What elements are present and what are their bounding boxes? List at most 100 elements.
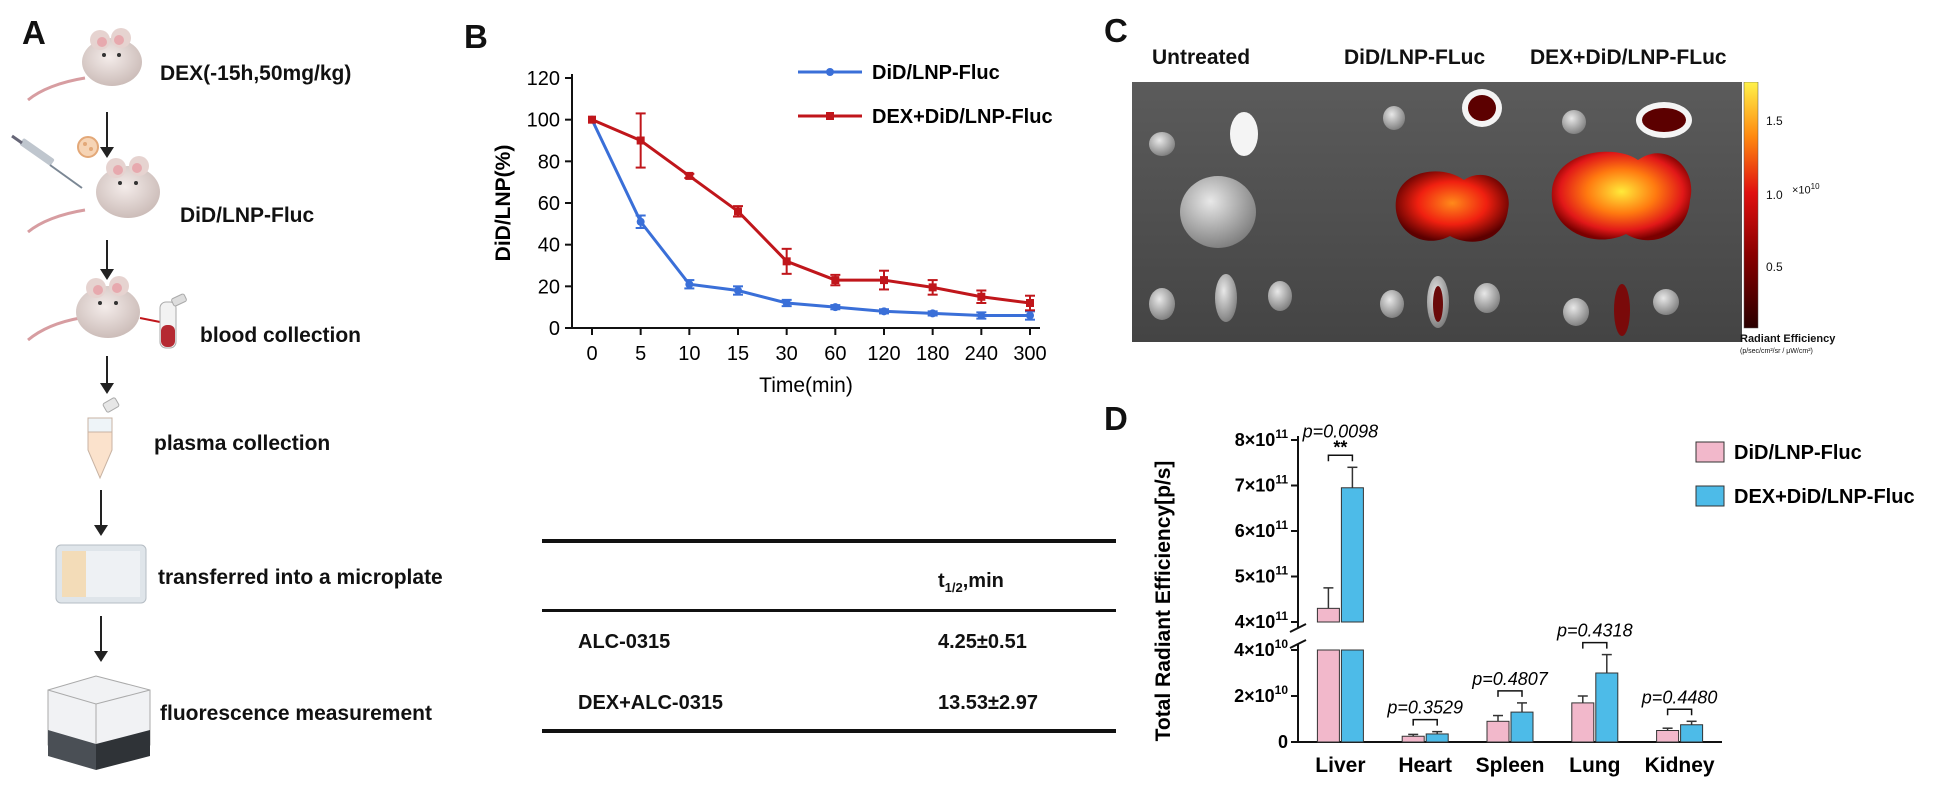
y-tick-label: 5×1011 [1235,564,1289,587]
step-label-microplate: transferred into a microplate [158,566,443,589]
step-label-lnp: DiD/LNP-Fluc [180,204,315,227]
x-tick-label: 240 [965,343,998,365]
data-point [977,311,986,320]
legend-label: DiD/LNP-Fluc [872,62,1000,84]
step-label-plasma: plasma collection [154,432,331,455]
microplate-icon [55,544,147,604]
data-point [928,309,937,318]
y-tick-label: 0 [1278,732,1288,752]
bar [1595,672,1619,743]
data-point [1026,299,1034,307]
pk-line-chart: 0 20 40 60 80 100 120 0 5 10 15 30 60 120 180 240 300 Tim… [492,62,1053,397]
legend-marker [826,112,834,120]
axis-break-mark [1289,639,1307,649]
step-label-fluorescence: fluorescence measurement [160,702,432,725]
table-row-name: ALC-0315 [578,631,671,653]
p-value-label: p=0.4807 [1471,669,1549,689]
x-tick-label: Spleen [1476,754,1545,777]
organ-icon [1380,89,1509,328]
panel-c-letter: C [1104,12,1128,49]
bar [1680,724,1704,743]
y-tick-label: 20 [538,276,560,298]
step-arrow [94,490,108,536]
legend-marker [826,68,834,76]
bar [1316,607,1340,623]
table-header-halflife: t1/2,min [938,570,1004,595]
plasma-tube-icon [87,397,120,480]
significance-bracket [1666,708,1693,716]
legend-label: DiD/LNP-Fluc [1734,442,1862,464]
x-tick-label: 0 [586,343,597,365]
colorbar-exponent: ×1010 [1792,182,1820,197]
data-point [880,307,888,316]
y-tick-label: 0 [549,318,560,340]
data-point [782,299,791,307]
table-rule-bottom [542,729,1116,733]
data-point [1026,311,1034,320]
biodistribution-bar-chart: 4×1011 5×1011 6×1011 7×1011 8×1011 0 2×1010 4×1… [1152,421,1915,777]
colorbar-tick: 1.5 [1766,114,1783,128]
series-line [591,118,1031,305]
p-value-label: p=0.3529 [1386,698,1463,718]
data-point [588,115,596,124]
organ-icon [1551,102,1692,336]
group-label: Untreated [1152,46,1251,69]
x-tick-label: 60 [824,343,846,365]
table-rule-top [542,539,1116,543]
nanoparticle-icon [77,136,99,158]
mouse-icon [27,28,142,102]
x-axis-label: Time(min) [759,374,853,397]
colorbar-exp-power: 10 [1810,182,1820,191]
x-tick-label: 5 [635,343,646,365]
organ-icon [1149,112,1292,322]
y-tick-label: 100 [527,110,560,132]
y-tick-label: 8×1011 [1235,427,1289,450]
p-value-label: p=0.0098 [1302,421,1379,441]
step-arrow [100,112,114,158]
step-label-blood: blood collection [200,324,361,347]
significance-bracket [1582,641,1608,649]
significance-bracket [1327,454,1354,462]
group-label: DiD/LNP-FLuc [1344,46,1486,69]
colorbar-tick: 1.0 [1766,188,1783,202]
x-tick-label: Kidney [1645,754,1715,777]
step-arrow [100,356,114,394]
y-tick-label: 4×1011 [1235,609,1289,632]
blood-tube-icon [159,293,187,349]
significance-bracket [1412,718,1438,726]
x-tick-label: Heart [1398,754,1452,777]
x-tick-label: 15 [727,343,749,365]
colorbar-exp-base: ×10 [1792,184,1811,197]
colorbar-title: Radiant Efficiency [1740,333,1836,345]
legend-label: DEX+DiD/LNP-Fluc [872,106,1053,128]
colorbar-tick: 0.5 [1766,260,1783,274]
table-rule-mid [542,609,1116,612]
table-row-value: 4.25±0.51 [938,631,1027,653]
data-point [782,257,791,266]
legend-swatch [1695,485,1725,507]
y-tick-label: 60 [538,193,560,215]
significance-bracket [1497,690,1523,697]
y-axis-label: DiD/LNP(%) [492,145,515,262]
step-arrow [94,616,108,662]
ivis-image [1132,82,1742,342]
plate-reader-icon [47,675,151,770]
data-point [734,286,742,295]
data-point [831,276,840,285]
bar [1510,711,1534,743]
y-tick-label: 2×1010 [1234,683,1288,706]
syringe-icon [11,134,83,189]
legend-label: DEX+DiD/LNP-Fluc [1734,486,1915,508]
significance-stars: ** [1333,437,1347,457]
table-row-name: DEX+ALC-0315 [578,692,724,714]
mouse-icon [27,276,161,342]
x-tick-label: Lung [1569,754,1620,777]
legend-swatch [1695,441,1725,463]
data-point [880,276,888,285]
y-axis-label: Total Radiant Efficiency[p/s] [1152,461,1175,742]
x-tick-label: 120 [867,343,900,365]
x-tick-label: 30 [776,343,798,365]
data-point [831,303,840,312]
bar [1425,733,1449,743]
x-tick-label: 300 [1013,343,1046,365]
